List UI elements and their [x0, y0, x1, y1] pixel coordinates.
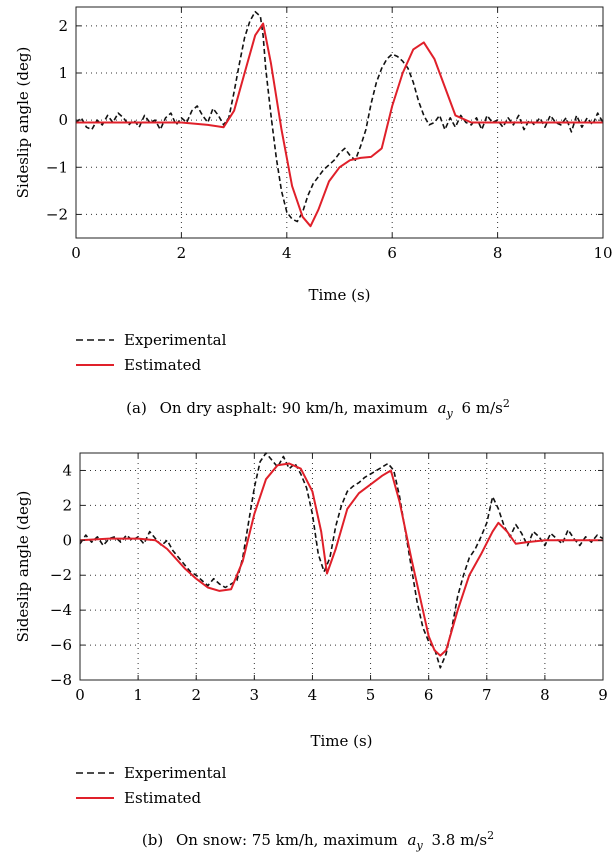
x-tick-label: 6	[387, 244, 397, 262]
plot-series-a	[75, 10, 604, 228]
legend-a: Experimental Estimated	[76, 331, 227, 374]
legend-b: Experimental Estimated	[76, 764, 227, 807]
y-tick-label: 2	[58, 17, 68, 35]
y-axis-label-b: Sideslip angle (deg)	[14, 491, 32, 643]
legend-label-experimental-b: Experimental	[124, 764, 227, 782]
caption-a: (a) On dry asphalt: 90 km/h, maximum ay …	[126, 397, 510, 421]
y-tick-label: −1	[46, 158, 68, 176]
x-tick-label: 2	[177, 244, 187, 262]
caption-label-b: (b)	[142, 831, 163, 849]
x-tick-label: 0	[71, 244, 81, 262]
x-tick-label: 10	[593, 244, 612, 262]
legend-label-estimated-a: Estimated	[124, 356, 202, 374]
y-tick-label: −4	[50, 601, 72, 619]
caption-value-b: 3.8 m/s	[431, 831, 487, 849]
y-axis-label-a: Sideslip angle (deg)	[14, 47, 32, 199]
x-tick-label: 9	[598, 686, 608, 704]
caption-symbol-b: a	[408, 831, 417, 849]
ticks-a: 0 2 4 6 8 10 −2 −1 0 1 2	[46, 7, 613, 262]
y-tick-label: 2	[62, 496, 72, 514]
caption-symbol-a: a	[438, 399, 447, 417]
x-tick-label: 3	[250, 686, 260, 704]
y-tick-label: 0	[62, 531, 72, 549]
x-tick-label: 1	[133, 686, 143, 704]
series-experimental-b	[79, 452, 604, 669]
caption-subscript-a: y	[446, 407, 454, 420]
x-tick-label: 7	[482, 686, 492, 704]
caption-text-a: On dry asphalt: 90 km/h, maximum	[160, 399, 428, 417]
x-tick-label: 5	[366, 686, 376, 704]
y-tick-label: −2	[50, 566, 72, 584]
plot-frame-b	[79, 452, 604, 681]
y-tick-label: −2	[46, 205, 68, 223]
legend-label-experimental-a: Experimental	[124, 331, 227, 349]
x-tick-label: 2	[191, 686, 201, 704]
y-tick-label: −8	[50, 671, 72, 689]
caption-subscript-b: y	[415, 839, 423, 852]
chart-panel-a: 0 2 4 6 8 10 −2 −1 0 1 2 Time (s) Sideslip angle (…	[14, 6, 613, 421]
x-tick-label: 0	[75, 686, 85, 704]
caption-text-b: On snow: 75 km/h, maximum	[176, 831, 398, 849]
y-tick-label: −6	[50, 636, 72, 654]
x-tick-label: 8	[493, 244, 503, 262]
plot-series-b	[79, 452, 604, 669]
series-experimental-a	[75, 10, 604, 223]
caption-b: (b) On snow: 75 km/h, maximum ay 3.8 m/s…	[142, 829, 494, 853]
series-estimated-a	[76, 22, 603, 228]
y-tick-label: 0	[58, 111, 68, 129]
x-tick-label: 8	[540, 686, 550, 704]
x-tick-label: 4	[308, 686, 318, 704]
caption-value-a: 6 m/s	[462, 399, 503, 417]
x-tick-label: 4	[282, 244, 292, 262]
caption-superscript-b: 2	[487, 829, 494, 842]
y-tick-label: 1	[58, 64, 68, 82]
caption-superscript-a: 2	[503, 397, 510, 410]
x-axis-label-a: Time (s)	[308, 286, 370, 304]
x-axis-label-b: Time (s)	[310, 732, 372, 750]
legend-label-estimated-b: Estimated	[124, 789, 202, 807]
grid-lines-b	[80, 453, 603, 680]
series-estimated-b	[79, 462, 603, 657]
x-tick-label: 6	[424, 686, 434, 704]
caption-label-a: (a)	[126, 399, 147, 417]
ticks-b: 0 1 2 3 4 5 6 7 8 9 −8 −6 −4 −2 0 2 4	[50, 453, 608, 704]
y-tick-label: 4	[62, 461, 72, 479]
chart-panel-b: 0 1 2 3 4 5 6 7 8 9 −8 −6 −4 −2 0 2 4 Time (s) Sideslip …	[14, 452, 608, 853]
plot-frame-a	[75, 6, 604, 239]
